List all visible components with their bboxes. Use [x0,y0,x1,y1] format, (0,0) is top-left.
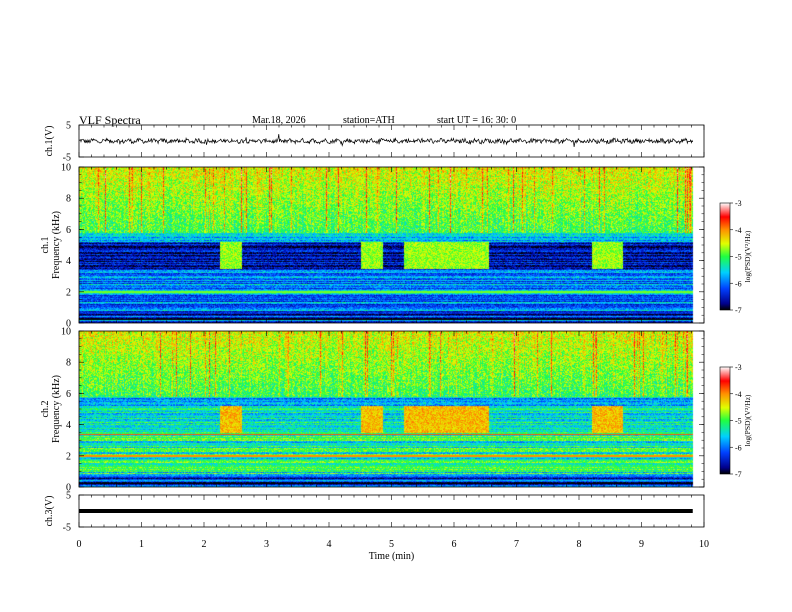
ch1-spectrogram-image [79,167,704,323]
x-tick-label: 10 [699,539,709,550]
x-tick-label: 6 [452,539,457,550]
x-tick-label: 7 [514,539,519,550]
ch2-spectrogram-image [79,331,704,487]
x-tick-label: 1 [139,539,144,550]
colorbar-tick-label: -5 [735,253,742,262]
y-tick-label: 10 [61,163,71,174]
colorbar-label: log(PSD)(V²/Hz) [743,394,752,446]
colorbar-tick-label: -5 [735,417,742,426]
y-tick-label: 5 [66,121,71,132]
y-tick-label: 0 [66,483,71,494]
x-tick-label: 3 [264,539,269,550]
colorbar-tick-label: -7 [735,306,742,315]
colorbar-tick-label: -6 [735,443,742,452]
ch1-waveform-trace [78,134,694,147]
x-tick-label: 9 [639,539,644,550]
colorbar-label: log(PSD)(V²/Hz) [743,230,752,282]
colorbar [719,366,731,475]
colorbar-tick-label: -6 [735,279,742,288]
y-tick-label: 4 [66,420,71,431]
y-tick-label: 6 [66,389,71,400]
y-tick-label: -5 [63,523,71,534]
chart-title: VLF Spectra [79,113,141,127]
waveform-axis-label: ch.3(V) [44,496,55,527]
y-tick-label: -5 [63,153,71,164]
colorbar-tick-label: -4 [735,390,742,399]
colorbar [719,202,731,311]
colorbar-tick-label: -3 [735,199,742,208]
x-tick-label: 4 [327,539,332,550]
x-tick-label: 5 [389,539,394,550]
y-tick-label: 5 [66,491,71,502]
x-tick-label: 2 [202,539,207,550]
channel-label: ch.2 [40,401,51,418]
x-axis-label: Time (min) [369,551,414,562]
colorbar-tick-label: -4 [735,226,742,235]
y-tick-label: 8 [66,194,71,205]
y-tick-label: 2 [66,451,71,462]
y-tick-label: 0 [66,319,71,330]
channel-label: ch.1 [40,237,51,254]
x-tick-label: 8 [577,539,582,550]
colorbar-tick-label: -7 [735,470,742,479]
y-tick-label: 8 [66,358,71,369]
y-tick-label: 2 [66,287,71,298]
frequency-axis-label: Frequency (kHz) [51,211,62,279]
y-tick-label: 6 [66,225,71,236]
frequency-axis-label: Frequency (kHz) [51,375,62,443]
start-time-label: start UT = 16: 30: 0 [437,115,517,126]
colorbar-tick-label: -3 [735,363,742,372]
date-label: Mar.18, 2026 [252,115,306,126]
station-label: station=ATH [343,115,395,126]
y-tick-label: 10 [61,327,71,338]
y-tick-label: 4 [66,256,71,267]
waveform-axis-label: ch.1(V) [44,126,55,157]
x-tick-label: 0 [77,539,82,550]
